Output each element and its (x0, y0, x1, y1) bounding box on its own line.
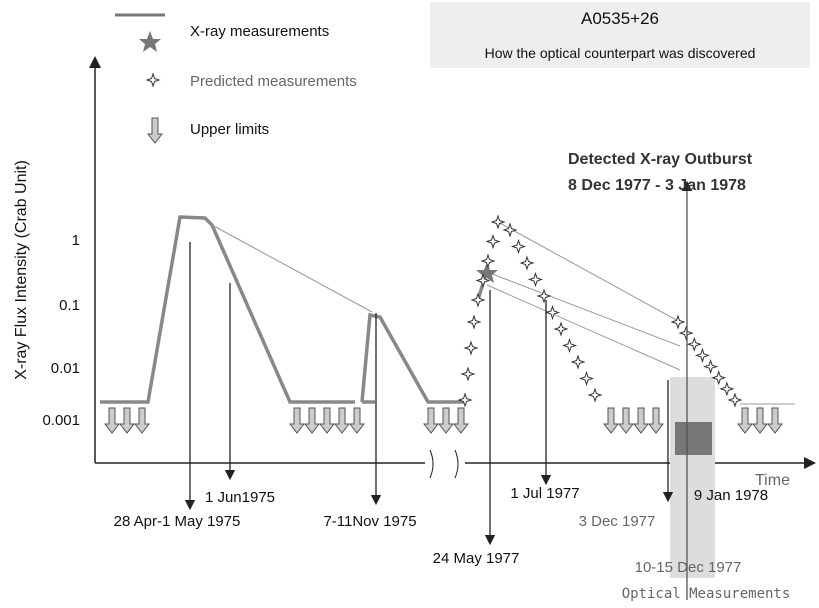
optical-label: Optical Measurements (622, 586, 791, 602)
upper-limit (103, 407, 121, 434)
upper-limit (318, 407, 336, 434)
upper-limit (333, 407, 351, 434)
y-tick-label: 0.01 (51, 360, 80, 377)
cross (527, 271, 544, 288)
annotation: 10-15 Dec 1977 (635, 559, 742, 576)
annotation: 28 Apr-1 May 1975 (114, 513, 241, 530)
upper-limit (288, 407, 306, 434)
cross (561, 337, 578, 354)
upper-limit (736, 407, 754, 434)
optical-window (670, 377, 715, 578)
cross (727, 392, 743, 408)
outburst: 8 Dec 1977 - 3 Jan 1978 (568, 177, 746, 194)
date-arrows (184, 242, 674, 546)
title: A0535+26 (581, 9, 659, 28)
cross (510, 238, 527, 255)
upper-limit (422, 407, 440, 434)
annotation: 1 Jun1975 (205, 489, 275, 506)
subtitle: How the optical counterpart was discover… (485, 45, 756, 61)
x-axis-label: Time (755, 472, 790, 489)
upper-limits (103, 117, 784, 434)
y-tick-label: 0.1 (59, 297, 80, 314)
cross (145, 72, 161, 88)
cross (670, 314, 686, 330)
upper-limit (303, 407, 321, 434)
cross (678, 325, 694, 341)
upper-limit (348, 407, 366, 434)
cross (490, 214, 506, 230)
legend-label: X-ray measurements (190, 23, 329, 40)
optical-block (675, 422, 712, 455)
upper-limit (118, 407, 136, 434)
cross (536, 288, 552, 304)
cross (570, 354, 586, 370)
legend-label: Predicted measurements (190, 73, 357, 90)
legend-label: Upper limits (190, 121, 269, 138)
cross (466, 314, 482, 330)
cross (553, 321, 569, 337)
upper-limit (452, 407, 470, 434)
upper-limit (437, 407, 455, 434)
cross (711, 370, 727, 386)
cross (578, 370, 595, 387)
annotation: 9 Jan 1978 (694, 487, 768, 504)
upper-limit (617, 407, 635, 434)
cross (719, 381, 735, 397)
annotation: 7-11Nov 1975 (323, 513, 416, 530)
cross (694, 347, 711, 364)
y-axis-label: X-ray Flux Intensity (Crab Unit) (13, 160, 30, 380)
predicted (145, 72, 743, 408)
xray-curve (100, 215, 486, 404)
cross (470, 292, 486, 308)
upper-limit (133, 407, 151, 434)
upper-limit (751, 407, 769, 434)
cross (587, 387, 603, 403)
cross (702, 358, 719, 375)
outburst: Detected X-ray Outburst (568, 151, 753, 168)
cross (457, 392, 473, 408)
cross (463, 340, 479, 356)
cross (460, 366, 476, 382)
cross (544, 304, 561, 321)
y-tick-label: 0.001 (42, 412, 80, 429)
annotation: 3 Dec 1977 (579, 513, 656, 530)
upper-limit (602, 407, 620, 434)
legend-star (139, 31, 161, 52)
cross (502, 222, 518, 238)
cross (485, 233, 501, 250)
cross (475, 272, 491, 289)
title-box (430, 2, 810, 68)
upper-limit (632, 407, 650, 434)
upper-limit (647, 407, 665, 434)
cross (686, 336, 702, 352)
axis-break (425, 455, 465, 471)
y-tick-label: 1 (72, 232, 80, 249)
connector (211, 221, 795, 405)
axis-break (429, 449, 459, 479)
annotation: 1 Jul 1977 (510, 485, 579, 502)
cross (480, 253, 496, 269)
upper-limit (766, 407, 784, 434)
annotation: 24 May 1977 (433, 550, 520, 567)
upper-limit (146, 117, 164, 144)
cross (519, 255, 535, 271)
